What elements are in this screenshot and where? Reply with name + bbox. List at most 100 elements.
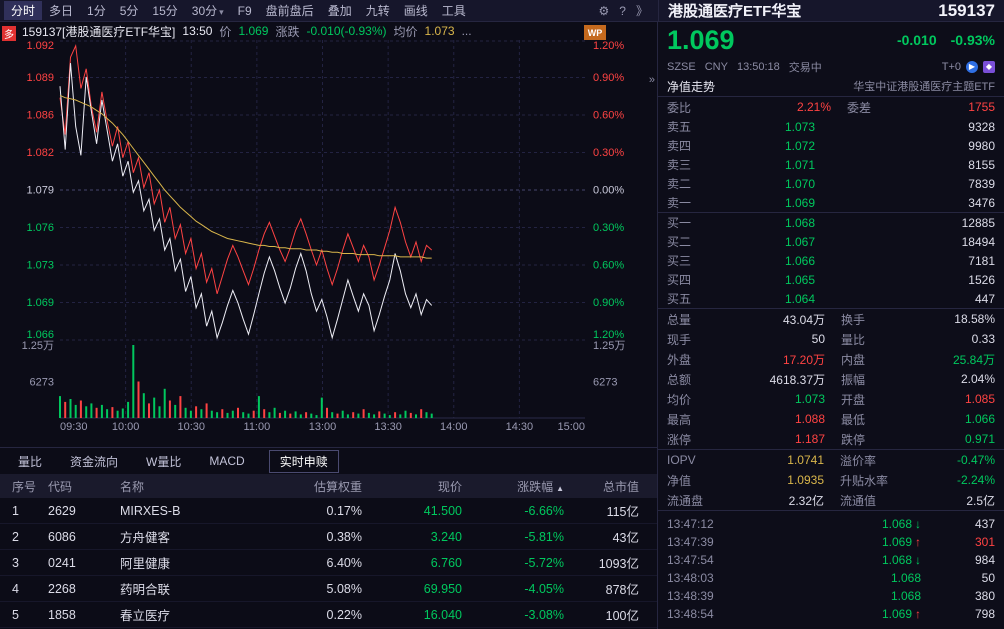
stat-row: 流通盘 2.32亿 流通值 2.5亿 — [667, 490, 995, 510]
bid-level-row[interactable]: 买四 1.065 1526 — [667, 270, 995, 289]
table-row[interactable]: 1 2629 MIRXES-B 0.17% 41.500 -6.66% 115亿 — [0, 498, 657, 524]
change-pct: -5.72% — [524, 555, 564, 570]
stats-block: 总量 43.04万 换手 18.58% 现手 50 量比 0.33 外盘 17.20万 内盘 25.8… — [658, 309, 1004, 449]
tick-row: 13:48:39 1.068 380 — [667, 587, 995, 605]
ask-level-row[interactable]: 卖二 1.070 7839 — [667, 174, 995, 193]
weight: 0.22% — [326, 607, 362, 622]
long-flag-badge[interactable]: 多 — [2, 26, 16, 41]
stat-label: 最高 — [667, 412, 692, 427]
toolbar-item-30min[interactable]: 30分 ▾ — [191, 4, 224, 18]
ask-level-row[interactable]: 卖四 1.072 9980 — [667, 136, 995, 155]
svg-text:0.90%: 0.90% — [593, 297, 624, 309]
stat-label: 流通盘 — [667, 493, 704, 508]
toolbar-item-overlay[interactable]: 叠加 — [327, 4, 352, 18]
last-price: 16.040 — [423, 607, 462, 622]
stock-name: MIRXES-B — [120, 503, 181, 518]
ask-level-row[interactable]: 卖五 1.073 9328 — [667, 117, 995, 136]
stat-row: 最高 1.088 最低 1.066 — [667, 409, 995, 429]
stat-value: 25.84万 — [952, 352, 995, 367]
ask-level-row[interactable]: 卖三 1.071 8155 — [667, 155, 995, 174]
fund-flag-icon[interactable]: ◆ — [983, 61, 995, 73]
column-header[interactable]: 序号 — [12, 479, 37, 494]
stat-label: 总额 — [667, 372, 692, 387]
level-volume: 9980 — [968, 138, 995, 153]
tick-price: 1.068 — [733, 571, 921, 585]
weicha-label: 委差 — [847, 100, 872, 115]
fund-full-name[interactable]: 华宝中证港股通医疗主题ETF — [853, 81, 995, 93]
divider — [658, 449, 1004, 450]
iopv-block: IOPV 1.0741 溢价率 -0.47% 净值 1.0935 升贴水率 -2.24% 流通盘… — [658, 450, 1004, 510]
chevrons-right-icon[interactable]: 》 — [635, 4, 648, 18]
time-axis-label: 13:00 — [308, 421, 337, 433]
row-index: 4 — [12, 581, 19, 596]
toolbar-item-multi-day[interactable]: 多日 — [49, 4, 74, 18]
chart-column: 多 WP » 159137[港股通医疗ETF华宝] 13:50 价 1.069 … — [0, 22, 658, 629]
play-icon[interactable]: ▶ — [966, 61, 978, 73]
svg-text:1.079: 1.079 — [26, 185, 54, 197]
change-value: -0.010(-0.93%) — [306, 24, 387, 38]
column-header[interactable]: 估算权重 — [313, 479, 362, 494]
level-price: 1.070 — [784, 176, 815, 191]
weibi-label: 委比 — [667, 100, 692, 115]
tab-volume-ratio[interactable]: 量比 — [18, 454, 43, 469]
change-pct: -0.93% — [950, 32, 995, 48]
ask-level-row[interactable]: 卖一 1.069 3476 — [667, 193, 995, 212]
level-label: 卖二 — [667, 177, 692, 191]
table-row[interactable]: 3 0241 阿里健康 6.40% 6.760 -5.72% 1093亿 — [0, 550, 657, 576]
sort-asc-icon: ▲ — [556, 483, 564, 493]
market-cap: 115亿 — [606, 505, 639, 519]
stat-value: 2.32亿 — [788, 493, 824, 508]
tick-row: 13:48:54 1.069 ↑ 798 — [667, 605, 995, 623]
level-label: 买四 — [667, 273, 692, 287]
toolbar-item-pre-post-market[interactable]: 盘前盘后 — [265, 4, 314, 18]
time-axis-label: 13:30 — [374, 421, 402, 433]
stock-code: 2268 — [48, 581, 76, 596]
svg-text:1.086: 1.086 — [26, 110, 54, 122]
bid-level-row[interactable]: 买一 1.068 12885 — [667, 213, 995, 232]
tab-realtime-creation[interactable]: 实时申赎 — [268, 449, 339, 473]
toolbar-item-nine-turn[interactable]: 九转 — [365, 4, 390, 18]
level-volume: 18494 — [961, 234, 995, 249]
wp-badge[interactable]: WP — [584, 25, 606, 40]
bid-level-row[interactable]: 买二 1.067 18494 — [667, 232, 995, 251]
toolbar-item-draw-line[interactable]: 画线 — [403, 4, 428, 18]
level-label: 卖四 — [667, 139, 692, 153]
toolbar-item-f9[interactable]: F9 — [237, 3, 252, 18]
stat-value: 2.5亿 — [966, 493, 995, 508]
column-header[interactable]: 涨跌幅 ▲ — [517, 479, 564, 494]
gear-icon[interactable]: ⚙ — [598, 3, 610, 18]
toolbar-item-1min[interactable]: 1分 — [87, 4, 106, 18]
help-icon[interactable]: ? — [619, 3, 626, 18]
tab-w-volume-ratio[interactable]: W量比 — [146, 454, 182, 469]
column-header[interactable]: 代码 — [48, 479, 73, 494]
toolbar-item-15min[interactable]: 15分 — [152, 4, 178, 18]
level-label: 卖三 — [667, 158, 692, 172]
collapse-panel-icon[interactable]: » — [648, 74, 655, 86]
ellipsis-icon[interactable]: ... — [461, 24, 472, 38]
row-index: 3 — [12, 555, 19, 570]
table-row[interactable]: 2 6086 方舟健客 0.38% 3.240 -5.81% 43亿 — [0, 524, 657, 550]
tab-fund-flow[interactable]: 资金流向 — [70, 454, 119, 469]
price-row: 1.069 -0.010 -0.93% — [658, 22, 1004, 58]
market-cap: 878亿 — [605, 583, 639, 597]
bid-level-row[interactable]: 买三 1.066 7181 — [667, 251, 995, 270]
toolbar-item-minute[interactable]: 分时 — [4, 1, 43, 20]
toolbar-item-tools[interactable]: 工具 — [441, 4, 466, 18]
minute-chart[interactable]: 1.092 1.20% 1.089 0.90% 1.086 0.60% 1.082 0.30%… — [0, 40, 658, 420]
nav-tab-nav-trend[interactable]: 净值走势 — [667, 79, 716, 94]
column-header[interactable]: 名称 — [120, 479, 145, 494]
tick-volume: 50 — [981, 571, 995, 585]
bid-level-row[interactable]: 买五 1.064 447 — [667, 289, 995, 308]
column-header[interactable]: 总市值 — [602, 479, 639, 494]
stat-row: IOPV 1.0741 溢价率 -0.47% — [667, 450, 995, 470]
table-row[interactable]: 4 2268 药明合联 5.08% 69.950 -4.05% 878亿 — [0, 576, 657, 602]
tick-volume: 301 — [974, 535, 995, 549]
weight: 0.38% — [326, 529, 362, 544]
table-row[interactable]: 5 1858 春立医疗 0.22% 16.040 -3.08% 100亿 — [0, 602, 657, 628]
stat-label: 升贴水率 — [840, 473, 889, 488]
tick-row: 13:47:54 1.068 ↓ 984 — [667, 551, 995, 569]
tab-macd[interactable]: MACD — [209, 454, 245, 468]
level-volume: 8155 — [968, 157, 995, 172]
column-header[interactable]: 现价 — [437, 479, 462, 494]
toolbar-item-5min[interactable]: 5分 — [119, 4, 139, 18]
